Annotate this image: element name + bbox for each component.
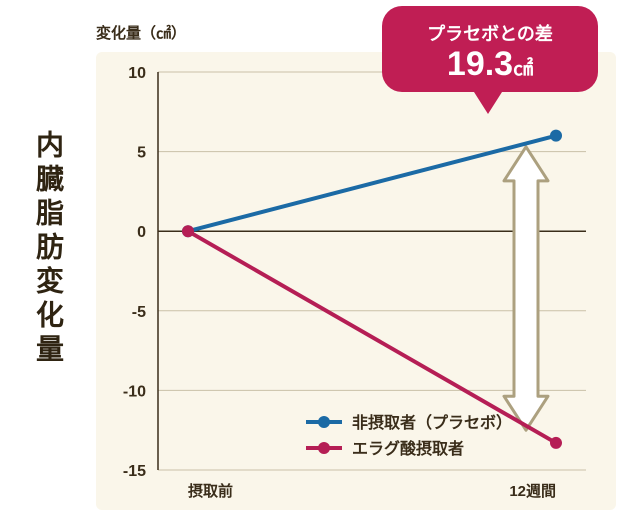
y-axis-label: 変化量（㎠） — [96, 22, 186, 43]
svg-text:-15: -15 — [123, 463, 146, 480]
callout-line1: プラセボとの差 — [382, 20, 598, 46]
line-chart: -15 -10 -5 0 5 10 摂取前 12週間 非摂取者（プラセボ） エラグ酸摂取者 — [96, 52, 616, 510]
callout-number: 19.3 — [447, 45, 513, 83]
chart-title-vertical: 内臓脂肪変化量 — [28, 130, 68, 368]
svg-text:非摂取者（プラセボ）: 非摂取者（プラセボ） — [352, 413, 512, 432]
svg-text:12週間: 12週間 — [509, 483, 556, 500]
callout-value: 19.3㎠ — [382, 46, 598, 83]
svg-text:エラグ酸摂取者: エラグ酸摂取者 — [352, 439, 464, 458]
svg-text:摂取前: 摂取前 — [188, 482, 233, 500]
svg-text:10: 10 — [128, 65, 146, 82]
svg-text:-10: -10 — [123, 383, 146, 400]
svg-text:0: 0 — [137, 224, 146, 241]
difference-callout: プラセボとの差 19.3㎠ — [382, 6, 598, 118]
callout-unit: ㎠ — [513, 58, 533, 80]
svg-text:-5: -5 — [132, 304, 146, 321]
svg-text:5: 5 — [137, 145, 146, 162]
